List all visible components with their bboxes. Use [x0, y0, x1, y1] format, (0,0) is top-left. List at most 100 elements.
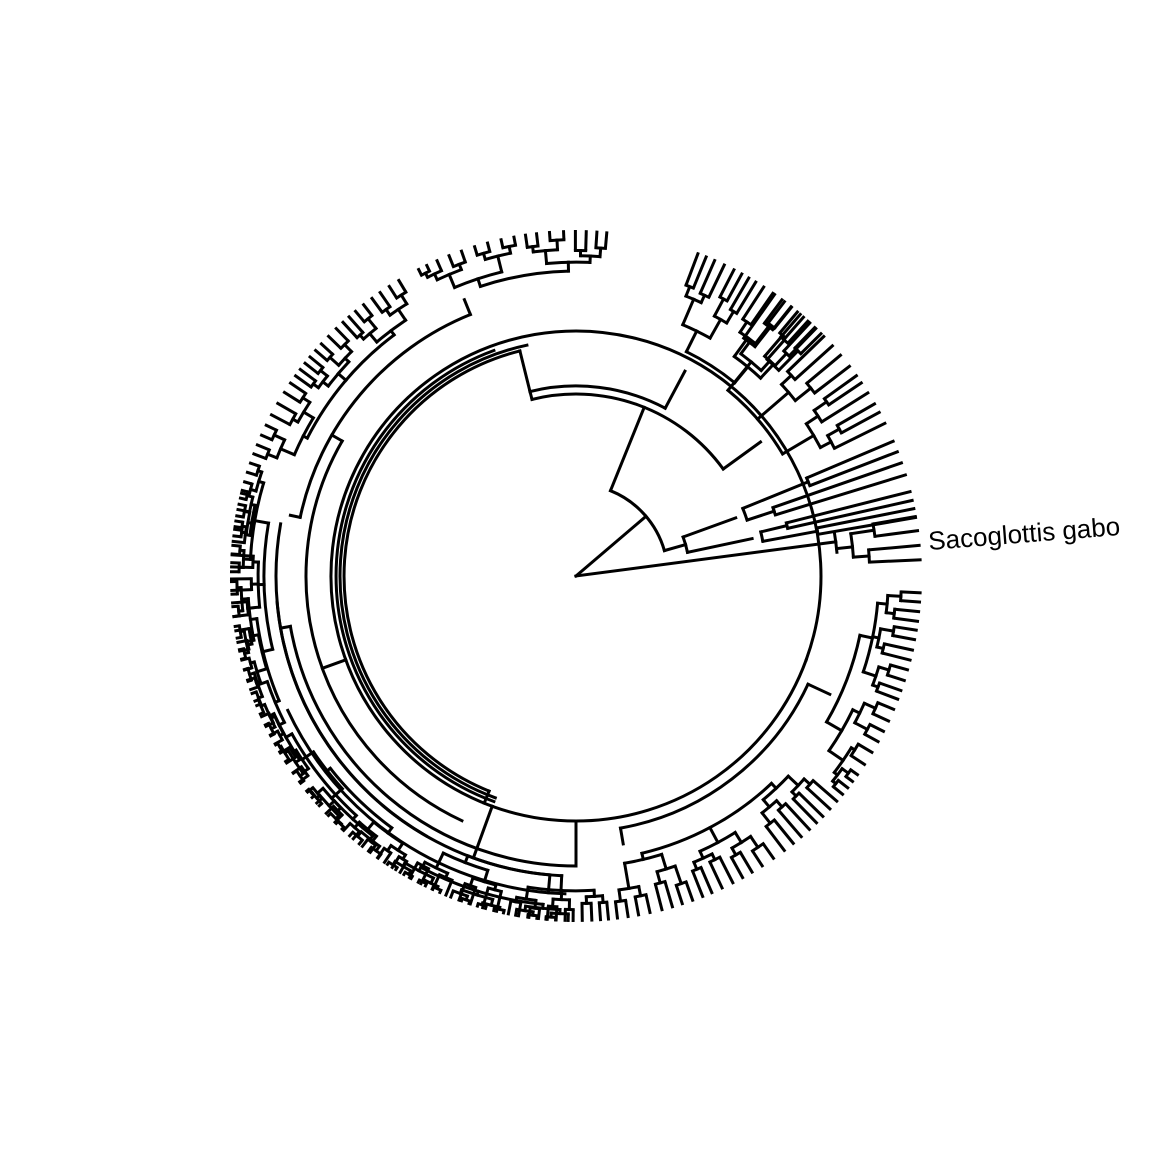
tip-branch: [366, 846, 373, 854]
tip-branch: [793, 325, 817, 350]
tip-branch: [313, 348, 329, 362]
branch-radial: [365, 316, 379, 331]
tip-branch: [407, 862, 419, 880]
tip-branch: [351, 830, 361, 841]
branch-radial: [849, 528, 876, 536]
tip-branch: [255, 443, 270, 452]
branch-radial: [637, 884, 643, 898]
tip-branch: [872, 712, 891, 723]
tip-branch: [293, 373, 312, 389]
tip-branch: [863, 732, 881, 744]
tip-branch: [840, 410, 882, 435]
tip-branch: [483, 905, 488, 911]
branch-radial: [758, 362, 776, 381]
branch-radial: [825, 427, 842, 438]
tip-branch: [409, 875, 414, 881]
tip-branch: [729, 275, 751, 311]
tip-branch: [806, 439, 896, 480]
tip-branch: [390, 855, 401, 870]
tip-branch: [314, 797, 323, 806]
branch-radial: [518, 349, 532, 394]
branch-radial: [793, 385, 813, 403]
branch-arc: [574, 657, 809, 823]
branch-radial: [685, 536, 754, 555]
tip-branch: [254, 702, 262, 708]
tip-branch: [506, 900, 513, 916]
tip-branch: [282, 390, 301, 404]
tip-branch: [324, 805, 335, 816]
tip-branch: [820, 390, 870, 424]
tip-branch: [850, 754, 867, 767]
branch-radial: [886, 593, 903, 598]
branch-arc: [255, 617, 282, 703]
tip-branch: [597, 902, 603, 922]
tip-branch: [319, 341, 334, 356]
tip-branch: [369, 296, 384, 314]
tip-branch: [786, 319, 810, 345]
branch-radial: [684, 284, 692, 299]
tip-branch: [459, 898, 464, 903]
tip-branch: [741, 284, 766, 321]
tip-branch: [235, 635, 242, 640]
tip-branch: [396, 278, 408, 293]
branch-radial: [618, 826, 625, 846]
branch-radial: [617, 888, 623, 903]
tip-branch: [237, 502, 246, 508]
branch-arc: [618, 682, 810, 830]
tip-branch: [512, 235, 517, 246]
tip-branch: [230, 565, 253, 569]
tip-branch: [302, 361, 320, 375]
root-branch: [573, 514, 649, 579]
tip-branch: [832, 785, 845, 797]
tip-branch: [603, 231, 609, 249]
tip-branch: [881, 651, 912, 662]
tip-branch: [310, 794, 316, 800]
branch-arc: [342, 349, 522, 794]
tip-branch: [284, 755, 297, 766]
branch-radial: [761, 797, 772, 810]
tip-branch: [766, 299, 787, 325]
branch-radial: [272, 433, 287, 442]
tip-branch: [263, 722, 270, 727]
tip-branch: [653, 883, 664, 912]
branch-radial: [875, 601, 889, 606]
tip-branch: [708, 861, 725, 890]
tip-branch: [536, 908, 542, 921]
tip-branch: [236, 639, 248, 645]
branch-radial: [732, 364, 750, 385]
branch-radial: [861, 670, 878, 678]
branch-radial: [524, 885, 530, 901]
tip-branch: [684, 251, 700, 286]
tip-branch: [230, 600, 248, 605]
tip-branch: [901, 590, 922, 595]
tip-branch: [375, 847, 386, 860]
branch-radial: [555, 238, 560, 252]
tip-branch: [472, 244, 479, 256]
branch-arc: [298, 312, 473, 520]
tip-branch: [730, 856, 745, 880]
tip-branch: [416, 267, 423, 276]
tip-branch: [288, 381, 307, 395]
branch-arc: [478, 269, 571, 289]
tip-branch: [240, 488, 249, 494]
tip-branch: [334, 326, 350, 343]
branch-radial: [752, 323, 774, 349]
tip-branch: [718, 856, 735, 885]
branch-arc: [849, 531, 855, 559]
tip-branch: [368, 844, 377, 855]
tip-branch: [253, 698, 259, 703]
branch-arc: [418, 865, 545, 907]
branch-arc: [338, 343, 529, 800]
branch-radial: [732, 335, 750, 359]
tip-branch: [707, 263, 727, 298]
branch-radial: [707, 825, 720, 845]
tip-branch: [692, 255, 709, 289]
branch-radial: [878, 627, 896, 633]
tip-branch: [813, 364, 852, 395]
branch-radial: [862, 701, 878, 711]
branch-arc: [758, 530, 765, 544]
tip-branch: [805, 786, 833, 812]
tip-branch: [812, 779, 839, 804]
tip-branch: [237, 647, 244, 652]
branch-arc: [740, 506, 749, 522]
